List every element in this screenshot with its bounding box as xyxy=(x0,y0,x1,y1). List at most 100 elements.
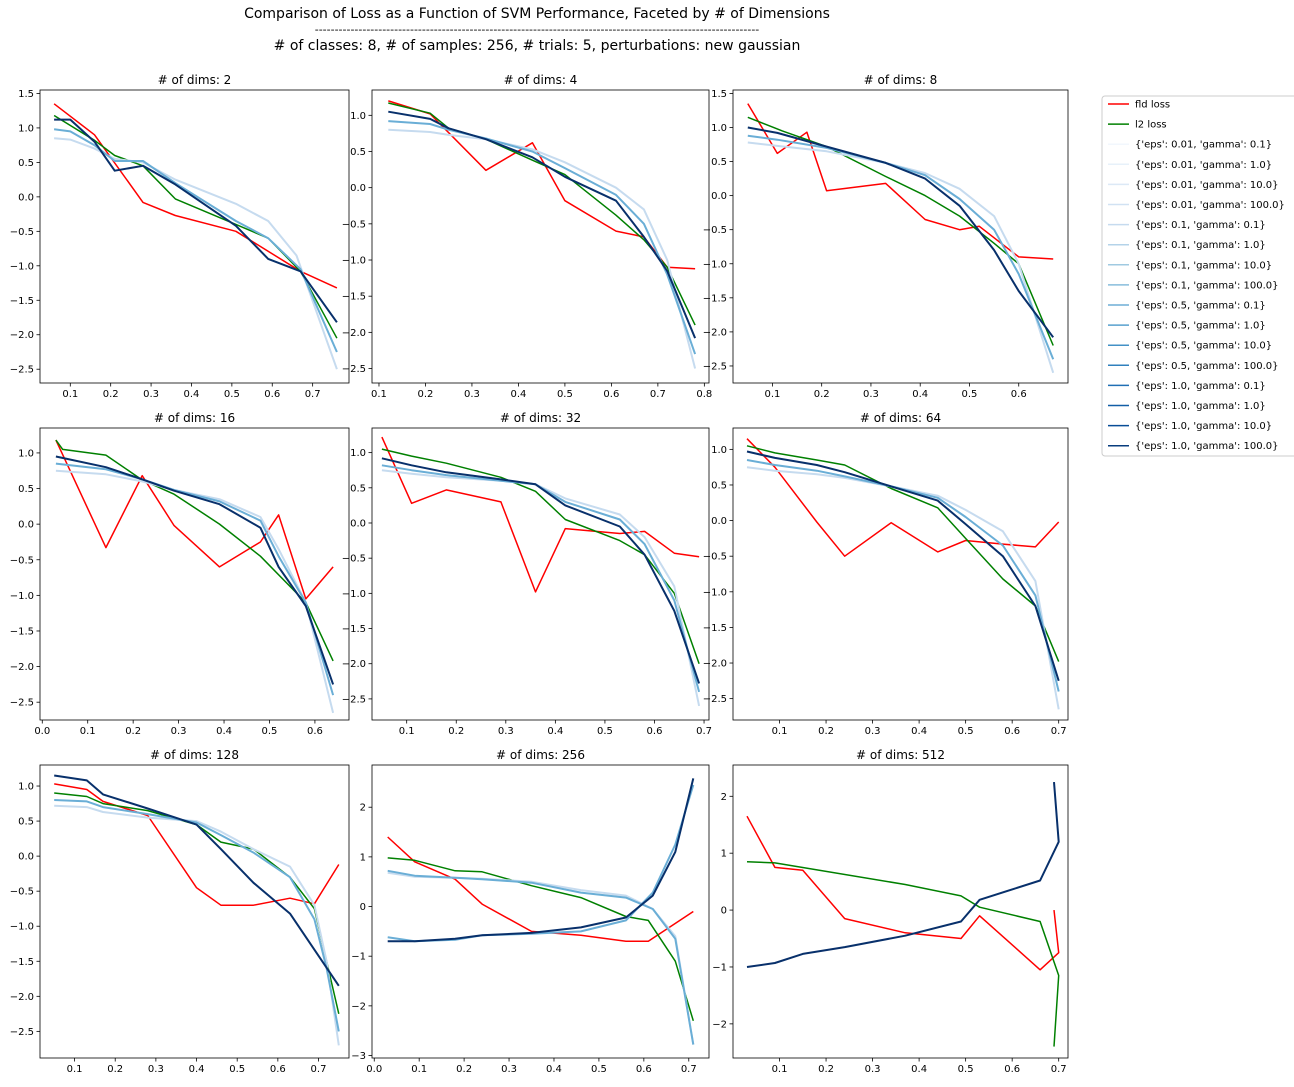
y-tick-label: −2.5 xyxy=(342,694,366,705)
y-tick-label: −2 xyxy=(351,1001,366,1012)
axes-frame xyxy=(39,427,350,721)
y-tick-label: −0.5 xyxy=(10,887,34,898)
x-tick-label: 0.6 xyxy=(1004,1064,1020,1075)
series-line xyxy=(54,118,338,323)
y-tick-label: 1 xyxy=(360,852,366,863)
y-tick-label: 1.0 xyxy=(18,448,34,459)
panel-title: # of dims: 16 xyxy=(154,411,235,425)
legend-label: {'eps': 1.0, 'gamma': 0.1} xyxy=(1135,381,1266,392)
series-line xyxy=(387,869,695,1045)
axes-frame xyxy=(39,89,350,384)
y-tick-label: −2.0 xyxy=(342,659,366,670)
series-line xyxy=(55,439,334,600)
series-line xyxy=(388,120,697,355)
y-tick-label: 1.0 xyxy=(711,445,727,456)
x-tick-label: 0.4 xyxy=(510,389,526,400)
series-line xyxy=(381,469,701,707)
y-tick-label: 1.0 xyxy=(711,123,727,134)
panel-title: # of dims: 4 xyxy=(504,73,578,87)
y-tick-label: −0.5 xyxy=(10,227,34,238)
series-line xyxy=(746,450,1060,682)
y-tick-label: −1.0 xyxy=(342,589,366,600)
series-line xyxy=(747,134,1055,360)
y-tick-label: −1 xyxy=(351,952,366,963)
x-tick-label: 0.2 xyxy=(418,389,434,400)
x-tick-label: 0.2 xyxy=(107,1064,123,1075)
series-line xyxy=(53,128,338,353)
y-tick-label: −2.5 xyxy=(10,698,34,709)
series-line xyxy=(747,103,1054,260)
legend-label: {'eps': 0.01, 'gamma': 10.0} xyxy=(1135,180,1279,191)
figure-title: Comparison of Loss as a Function of SVM … xyxy=(244,6,830,22)
x-tick-label: 0.8 xyxy=(696,389,712,400)
legend-frame xyxy=(1101,95,1294,457)
x-tick-label: 0.7 xyxy=(681,1064,697,1075)
x-tick-label: 0.5 xyxy=(224,389,240,400)
y-tick-label: 0.5 xyxy=(18,817,34,828)
series-line xyxy=(387,778,695,943)
x-tick-label: 0.5 xyxy=(262,726,278,737)
y-tick-label: 1.0 xyxy=(18,782,34,793)
legend-label: {'eps': 1.0, 'gamma': 1.0} xyxy=(1135,401,1266,412)
y-tick-label: −2.0 xyxy=(703,659,727,670)
y-tick-label: 1 xyxy=(721,849,727,860)
facet-panel: # of dims: 512 0.1 0.2 0.3 0.4 0.5 0.6 0.7 2 1 0 −1… xyxy=(712,748,1069,1075)
x-tick-label: 0.5 xyxy=(229,1064,245,1075)
x-tick-label: 0.5 xyxy=(958,726,974,737)
panel-title: # of dims: 8 xyxy=(864,73,938,87)
y-tick-label: 0.5 xyxy=(350,147,366,158)
y-tick-label: 2 xyxy=(721,792,727,803)
series-line xyxy=(746,860,1060,1047)
y-tick-label: −1.5 xyxy=(703,623,727,634)
x-tick-label: 0.3 xyxy=(501,1064,517,1075)
series-line xyxy=(55,462,335,696)
series-line xyxy=(55,469,335,714)
series-line xyxy=(55,439,334,662)
facet-panel: # of dims: 256 0.0 0.1 0.2 0.3 0.4 0.5 0.6 0.7 2 1… xyxy=(351,748,710,1075)
x-tick-label: 0.5 xyxy=(597,726,613,737)
y-tick-label: −0.5 xyxy=(342,219,366,230)
legend-label: {'eps': 0.1, 'gamma': 0.1} xyxy=(1135,220,1266,231)
y-tick-label: 0.0 xyxy=(350,183,366,194)
y-tick-label: −1.5 xyxy=(342,292,366,303)
panel-title: # of dims: 128 xyxy=(150,748,239,762)
x-tick-label: 0.4 xyxy=(189,1064,205,1075)
x-tick-label: 0.2 xyxy=(818,726,834,737)
x-tick-label: 0.6 xyxy=(636,1064,652,1075)
y-tick-label: −2 xyxy=(712,1019,727,1030)
x-tick-label: 0.6 xyxy=(264,389,280,400)
x-tick-label: 0.5 xyxy=(962,389,978,400)
x-tick-label: 0.4 xyxy=(911,726,927,737)
x-tick-label: 0.6 xyxy=(270,1064,286,1075)
y-tick-label: −1.5 xyxy=(342,624,366,635)
legend-label: {'eps': 0.1, 'gamma': 100.0} xyxy=(1135,280,1279,291)
y-tick-label: −3 xyxy=(351,1051,366,1062)
facet-panels: # of dims: 2 0.1 0.2 0.3 0.4 0.5 0.6 0.7 1.5 1.0 0… xyxy=(10,73,1069,1075)
panel-title: # of dims: 64 xyxy=(860,411,941,425)
legend-label: l2 loss xyxy=(1135,120,1167,131)
series-line xyxy=(387,836,694,943)
y-tick-label: −1.0 xyxy=(10,261,34,272)
series-line xyxy=(54,799,340,1032)
series-line xyxy=(746,445,1060,662)
x-tick-label: 0.7 xyxy=(650,389,666,400)
x-tick-label: 0.2 xyxy=(448,726,464,737)
x-tick-label: 0.1 xyxy=(772,1064,788,1075)
panel-title: # of dims: 32 xyxy=(500,411,581,425)
series-line xyxy=(388,128,697,369)
x-tick-label: 0.4 xyxy=(216,726,232,737)
y-tick-label: 0.0 xyxy=(711,191,727,202)
y-tick-label: −2.0 xyxy=(342,328,366,339)
x-tick-label: 0.1 xyxy=(67,1064,83,1075)
legend-label: {'eps': 0.5, 'gamma': 1.0} xyxy=(1135,321,1266,332)
x-tick-label: 0.2 xyxy=(125,726,141,737)
legend: fld loss l2 loss {'eps': 0.01, 'gamma': 0.… xyxy=(1101,95,1294,457)
axes-frame xyxy=(371,427,710,721)
facet-panel: # of dims: 64 0.1 0.2 0.3 0.4 0.5 0.6 0.7 1.0 0.5… xyxy=(703,411,1069,737)
x-tick-label: 0.6 xyxy=(647,726,663,737)
x-tick-label: 0.0 xyxy=(34,726,50,737)
y-tick-label: 1.0 xyxy=(350,111,366,122)
y-tick-label: −2.5 xyxy=(703,694,727,705)
y-tick-label: −1.5 xyxy=(10,626,34,637)
series-line xyxy=(54,774,340,987)
